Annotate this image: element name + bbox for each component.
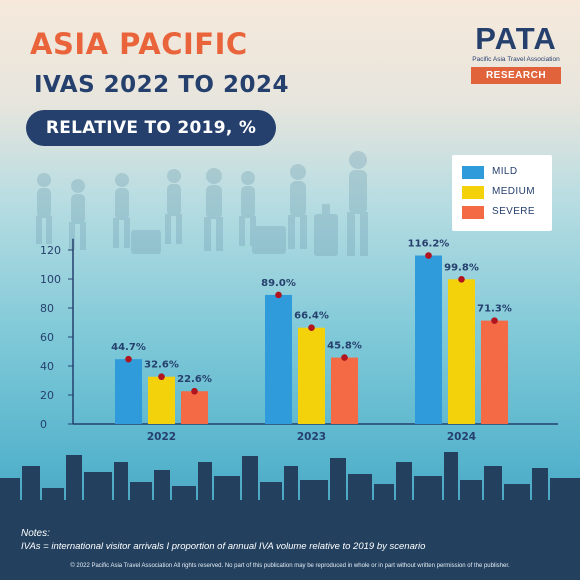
data-label-severe-2024: 71.3%: [477, 304, 512, 315]
bar-mild-2023: [265, 294, 292, 424]
x-tick-label-2024: 2024: [447, 431, 476, 443]
bar-mild-2024: [415, 255, 442, 424]
legend-label-medium: MEDIUM: [492, 186, 535, 197]
marker-mild-2022: [125, 355, 132, 363]
marker-medium-2024: [458, 275, 465, 283]
legend-swatch-mild: [462, 166, 484, 179]
data-label-severe-2023: 45.8%: [327, 341, 362, 352]
pata-logo: PATA Pacific Asia Travel Association RES…: [466, 21, 566, 84]
notes-body: IVAs = international visitor arrivals I …: [21, 541, 426, 552]
marker-severe-2022: [191, 387, 198, 395]
legend-label-severe: SEVERE: [492, 206, 535, 217]
bar-severe-2024: [481, 320, 508, 424]
marker-mild-2023: [275, 291, 282, 299]
y-tick-label-4: 80: [40, 302, 54, 315]
logo-wordmark: PATA: [475, 21, 557, 56]
data-label-medium-2023: 66.4%: [294, 311, 329, 322]
bar-severe-2022: [181, 391, 208, 424]
subtitle-pill: RELATIVE TO 2019, %: [26, 110, 276, 146]
y-tick-label-3: 60: [40, 331, 54, 344]
copyright-footer: © 2022 Pacific Asia Travel Association A…: [70, 563, 510, 569]
chart-legend: MILD MEDIUM SEVERE: [452, 155, 552, 231]
data-label-mild-2023: 89.0%: [261, 278, 296, 289]
marker-severe-2024: [491, 317, 498, 324]
logo-subtext: Pacific Asia Travel Association: [472, 56, 560, 63]
y-tick-label-1: 20: [40, 389, 54, 402]
data-label-medium-2024: 99.8%: [444, 262, 479, 273]
data-label-mild-2024: 116.2%: [408, 239, 450, 250]
data-label-medium-2022: 32.6%: [144, 360, 179, 371]
bar-medium-2022: [148, 376, 175, 424]
data-label-mild-2022: 44.7%: [111, 342, 146, 353]
marker-medium-2022: [158, 373, 165, 381]
bar-severe-2023: [331, 357, 358, 424]
x-tick-label-2022: 2022: [147, 431, 176, 443]
marker-severe-2023: [341, 354, 348, 361]
title-line-1: ASIA PACIFIC: [30, 27, 248, 61]
research-tag: RESEARCH: [471, 67, 561, 84]
title-line-2: IVAS 2022 TO 2024: [34, 72, 289, 98]
notes-block: Notes: IVAs = international visitor arri…: [21, 527, 571, 553]
bar-medium-2024: [448, 279, 475, 424]
x-tick-label-2023: 2023: [297, 431, 326, 443]
traveler-silhouettes: [36, 151, 368, 256]
y-tick-label-2: 40: [40, 360, 54, 373]
bar-mild-2022: [115, 359, 142, 424]
city-skyline: [0, 452, 580, 580]
legend-label-mild: MILD: [492, 166, 518, 177]
notes-title: Notes:: [21, 528, 50, 539]
y-tick-label-6: 120: [40, 244, 61, 257]
y-tick-label-5: 100: [40, 273, 61, 286]
marker-medium-2023: [308, 324, 315, 332]
data-label-severe-2022: 22.6%: [177, 374, 212, 385]
legend-swatch-medium: [462, 186, 484, 199]
marker-mild-2024: [425, 252, 432, 259]
legend-swatch-severe: [462, 206, 484, 219]
bar-medium-2023: [298, 327, 325, 424]
y-tick-label-0: 0: [40, 418, 47, 431]
